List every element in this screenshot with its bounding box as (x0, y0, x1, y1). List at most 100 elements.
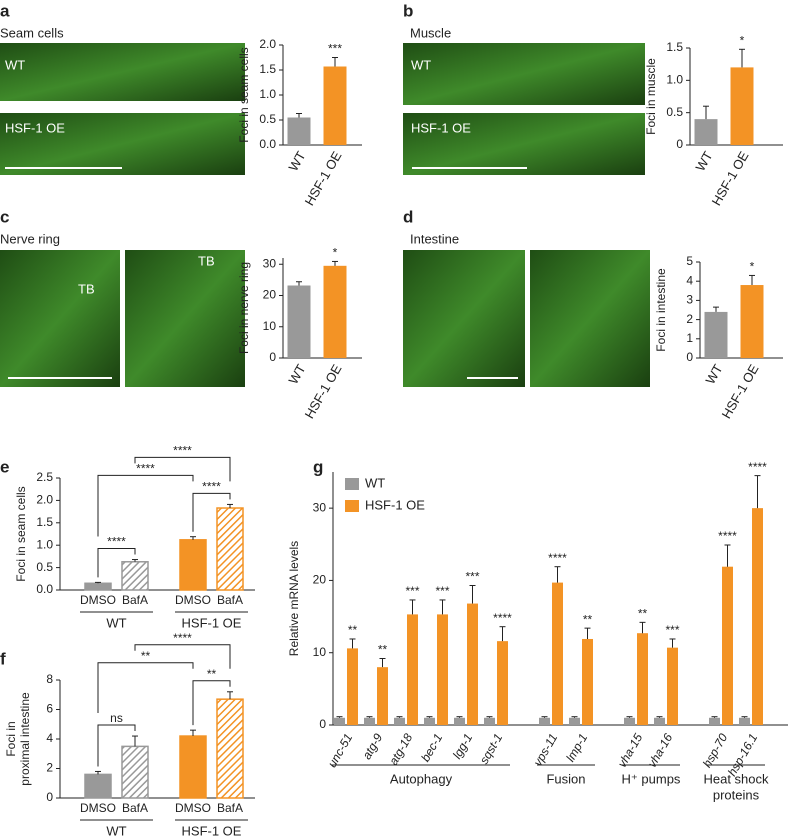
y-tick-label: 1.0 (259, 87, 276, 101)
significance: * (740, 33, 745, 47)
error-bar (541, 716, 548, 718)
error-bar (227, 503, 233, 509)
comparison-bracket (97, 548, 136, 578)
error-bar (336, 716, 343, 718)
comparison-label: ** (207, 667, 217, 681)
bar (582, 638, 593, 725)
y-tick-label: 0 (46, 790, 53, 804)
y-tick-label: 0.0 (259, 137, 276, 151)
y-axis-label: proximal intestine (18, 692, 32, 786)
y-tick-label: 30 (313, 500, 327, 514)
error-bar (584, 627, 591, 639)
panel-letter: c (0, 207, 9, 226)
error-bar (486, 716, 493, 718)
x-tick-label: HSF-1 OE (302, 361, 345, 421)
error-bar (571, 716, 578, 718)
bar (437, 614, 448, 725)
image-label: WT (411, 57, 431, 72)
x-tick-label: BafA (217, 801, 243, 815)
significance: ** (583, 612, 593, 626)
y-tick-label: 4 (46, 731, 53, 745)
significance: *** (665, 623, 679, 637)
error-bar (396, 716, 403, 718)
panel-title: Intestine (410, 231, 459, 246)
micrograph (530, 250, 650, 387)
error-bar (95, 770, 101, 775)
error-bar (190, 729, 196, 737)
panel-letter: g (313, 457, 323, 476)
y-tick-label: 5 (686, 254, 693, 268)
bar (424, 717, 435, 725)
y-tick-label: 0.5 (259, 112, 276, 126)
y-tick-label: 2 (686, 312, 693, 326)
y-tick-label: 20 (263, 288, 277, 302)
y-tick-label: 1.5 (36, 515, 53, 529)
x-tick-label: DMSO (80, 593, 116, 607)
significance: **** (548, 551, 567, 565)
significance: *** (328, 42, 342, 56)
x-tick-label: sqst-1 (477, 731, 505, 766)
error-bar (626, 716, 633, 718)
error-bar (554, 566, 561, 583)
bar (454, 717, 465, 725)
bar (552, 582, 563, 725)
x-tick-label: WT (692, 149, 715, 174)
group-label: HSF-1 OE (182, 615, 242, 630)
error-bar (439, 599, 446, 615)
bar (84, 582, 112, 591)
significance: ** (348, 623, 358, 637)
y-axis-label: Relative mRNA levels (287, 541, 301, 656)
y-axis-label: Foci in (4, 721, 18, 756)
error-bar (366, 716, 373, 718)
y-tick-label: 0.5 (666, 105, 683, 119)
significance: *** (435, 584, 449, 598)
error-bar (639, 621, 646, 634)
y-tick-label: 0 (686, 350, 693, 364)
micrograph (125, 250, 245, 387)
bar (739, 717, 750, 725)
bar (654, 717, 665, 725)
group-label: HSF-1 OE (182, 823, 242, 838)
y-tick-label: 0 (269, 350, 276, 364)
bar (334, 717, 345, 725)
x-tick-label: atg-18 (386, 731, 415, 768)
bar (467, 603, 478, 725)
x-tick-label: DMSO (80, 801, 116, 815)
bar (730, 67, 754, 145)
y-tick-label: 30 (263, 256, 277, 270)
panel-letter: b (403, 1, 413, 20)
x-tick-label: WT (702, 362, 725, 387)
error-bar (332, 260, 338, 266)
comparison-label: **** (107, 535, 126, 549)
y-tick-label: 2.0 (259, 37, 276, 51)
x-tick-label: vps-11 (531, 731, 561, 768)
y-axis-label: Foci in muscle (644, 58, 658, 135)
panel-title: Muscle (410, 25, 451, 40)
x-tick-label: DMSO (175, 801, 211, 815)
comparison-bracket (97, 474, 194, 537)
comparison-bracket (97, 662, 194, 714)
x-tick-label: vha-15 (615, 731, 646, 770)
comparison-bracket (134, 456, 231, 482)
significance: **** (493, 611, 512, 625)
y-tick-label: 1.5 (666, 40, 683, 54)
comparison-label: ns (110, 711, 123, 725)
y-tick-label: 2.5 (36, 470, 53, 484)
group-label: Autophagy (390, 771, 453, 786)
micrograph (403, 113, 645, 175)
bar (287, 285, 311, 358)
x-tick-label: lgg-1 (450, 731, 475, 761)
panel-title: Seam cells (0, 25, 64, 40)
significance: ** (638, 607, 648, 621)
bar (709, 717, 720, 725)
image-label: TB (198, 253, 215, 268)
bar (740, 285, 764, 358)
significance: *** (405, 584, 419, 598)
error-bar (456, 716, 463, 718)
bar (407, 614, 418, 725)
bar (694, 119, 718, 145)
comparison-bracket (192, 680, 231, 726)
y-tick-label: 3 (686, 293, 693, 307)
group-label: WT (106, 823, 126, 838)
bar (704, 311, 728, 358)
